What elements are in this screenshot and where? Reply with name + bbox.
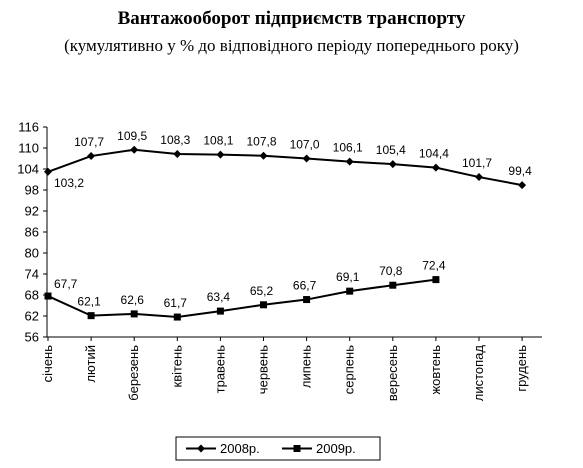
data-label: 107,7	[74, 135, 104, 149]
x-tick-label: вересень	[385, 345, 400, 401]
data-point-2009	[432, 276, 440, 284]
data-label: 104,4	[419, 147, 449, 161]
data-point-2009	[87, 312, 95, 320]
data-point-2008	[431, 163, 440, 172]
data-point-2008	[173, 149, 182, 158]
series-line-2	[47, 278, 437, 319]
data-label: 70,8	[379, 264, 403, 278]
series-line-1	[47, 148, 523, 187]
data-point-2009	[346, 287, 354, 295]
data-point-2008	[475, 173, 483, 182]
data-label: 105,4	[376, 143, 406, 157]
data-label: 65,2	[250, 284, 274, 298]
chart-subtitle: (кумулятивно у % до відповідного періоду…	[64, 36, 519, 55]
data-label: 108,1	[203, 134, 233, 148]
legend-marker-2009	[293, 445, 301, 452]
data-point-2008	[518, 181, 527, 190]
x-tick-label: січень	[40, 345, 55, 383]
data-point-2008	[259, 151, 268, 160]
data-point-2009	[389, 281, 397, 289]
data-point-2008	[302, 154, 311, 163]
data-point-2009	[216, 307, 224, 315]
x-tick-label: червень	[256, 345, 271, 394]
data-point-2009	[260, 301, 267, 309]
legend-box	[175, 436, 381, 461]
data-label: 106,1	[333, 141, 363, 155]
y-tick-label: 68	[25, 288, 39, 303]
y-tick-label: 98	[25, 183, 39, 198]
data-label: 107,8	[246, 135, 276, 149]
data-point-2009	[173, 313, 181, 321]
data-point-2008	[44, 167, 52, 176]
data-point-2008	[87, 152, 96, 161]
y-tick-label: 92	[25, 204, 39, 219]
chart-title: Вантажооборот підприємств транспорту	[117, 8, 466, 29]
data-point-2008	[345, 157, 354, 166]
y-tick-label: 62	[25, 309, 39, 324]
x-tick-label: грудень	[514, 345, 529, 392]
data-label: 67,7	[54, 277, 78, 291]
x-tick-label: лютий	[83, 345, 98, 383]
x-tick-label: жовтень	[428, 345, 443, 395]
x-tick-label: листопад	[471, 345, 486, 402]
data-label: 108,3	[160, 133, 190, 147]
y-tick-label: 110	[18, 141, 39, 156]
legend-marker-2008	[197, 444, 205, 453]
y-tick-label: 116	[18, 120, 39, 135]
data-label: 101,7	[462, 156, 492, 170]
legend-label-2009: 2009р.	[316, 441, 356, 456]
y-tick-label: 86	[25, 225, 39, 240]
data-label: 99,4	[508, 164, 532, 178]
x-tick-label: березень	[126, 345, 141, 401]
y-tick-label: 80	[25, 246, 39, 261]
data-point-2009	[130, 310, 138, 318]
data-label: 69,1	[336, 270, 360, 284]
data-label: 66,7	[293, 279, 317, 293]
x-tick-label: серпень	[342, 345, 357, 394]
data-point-2009	[303, 296, 311, 304]
data-point-2008	[216, 150, 225, 159]
data-point-2008	[130, 145, 139, 154]
data-label: 103,2	[54, 176, 84, 190]
data-label: 61,7	[164, 296, 188, 310]
y-tick-label: 56	[25, 330, 39, 345]
data-label: 63,4	[207, 290, 231, 304]
x-tick-label: квітень	[169, 345, 184, 388]
y-tick-label: 74	[25, 267, 39, 282]
legend-label-2008: 2008р.	[220, 441, 260, 456]
x-tick-label: липень	[299, 345, 314, 388]
data-point-2008	[388, 160, 397, 169]
data-point-2009	[44, 292, 52, 300]
data-label: 109,5	[117, 129, 147, 143]
data-label: 62,6	[121, 293, 145, 307]
data-label: 72,4	[422, 259, 446, 273]
x-tick-label: травень	[212, 345, 227, 394]
y-tick-label: 104	[17, 162, 39, 177]
data-label: 62,1	[77, 295, 101, 309]
data-label: 107,0	[290, 138, 320, 152]
